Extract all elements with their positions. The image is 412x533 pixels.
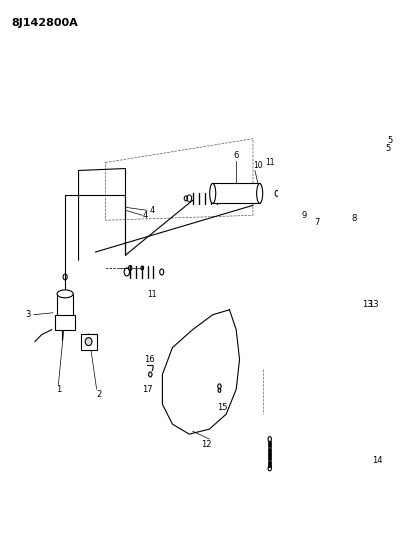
Text: 5: 5 — [388, 136, 393, 145]
Text: 3: 3 — [26, 310, 31, 319]
Text: 12: 12 — [201, 440, 211, 449]
Bar — [295, 188, 299, 198]
Text: 14: 14 — [372, 456, 382, 465]
Bar — [57, 294, 73, 316]
Text: 10: 10 — [253, 161, 263, 170]
Text: 17: 17 — [142, 385, 153, 394]
Bar — [81, 334, 97, 350]
Bar — [213, 183, 260, 203]
Text: 5: 5 — [386, 144, 391, 153]
Text: 2: 2 — [96, 390, 101, 399]
Bar — [305, 188, 309, 198]
Text: 13: 13 — [362, 300, 372, 309]
Text: 16: 16 — [144, 355, 154, 364]
Ellipse shape — [57, 290, 73, 298]
Bar — [268, 448, 272, 454]
Bar — [324, 188, 328, 198]
Bar — [268, 461, 272, 467]
Bar — [389, 164, 394, 168]
Bar — [314, 188, 318, 198]
Text: 4: 4 — [150, 206, 155, 215]
Bar — [268, 441, 272, 447]
Text: 13: 13 — [368, 300, 379, 309]
Bar — [300, 188, 304, 198]
Text: 1: 1 — [56, 385, 61, 394]
Bar — [55, 315, 75, 330]
Text: 7: 7 — [314, 218, 319, 227]
Bar — [268, 454, 272, 460]
Text: 11: 11 — [265, 158, 274, 167]
Text: 8J142800A: 8J142800A — [12, 18, 78, 28]
Bar — [338, 199, 342, 211]
Text: 15: 15 — [218, 403, 228, 412]
Text: 8: 8 — [351, 214, 356, 223]
Text: 11: 11 — [147, 290, 157, 300]
Text: 9: 9 — [302, 211, 307, 220]
Bar — [309, 188, 314, 198]
Text: 6: 6 — [234, 151, 239, 160]
Text: 4: 4 — [142, 211, 147, 220]
Bar — [390, 172, 396, 175]
Ellipse shape — [210, 183, 216, 203]
Bar — [319, 188, 323, 198]
Ellipse shape — [85, 337, 92, 345]
Ellipse shape — [257, 183, 263, 203]
